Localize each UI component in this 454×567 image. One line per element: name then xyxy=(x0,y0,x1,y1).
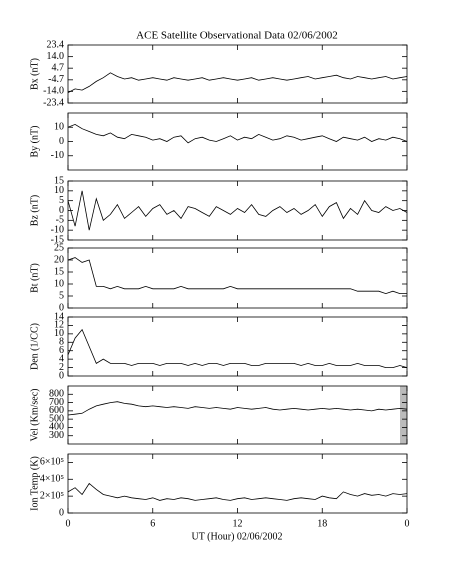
x-tick-label: 6 xyxy=(150,518,155,529)
y-tick-label: -14.0 xyxy=(43,86,64,97)
y-axis-label: Bx (nT) xyxy=(29,58,40,90)
y-tick-label: 4 xyxy=(59,353,64,364)
y-tick-label: 10 xyxy=(54,278,64,289)
y-tick-label: 10 xyxy=(54,122,64,133)
data-line xyxy=(67,482,408,501)
data-line xyxy=(67,72,408,93)
y-tick-label: 0 xyxy=(59,507,64,518)
data-line xyxy=(67,401,408,416)
y-axis-label: Bz (nT) xyxy=(29,195,40,226)
y-tick-label: 6×10⁵ xyxy=(40,457,64,468)
y-tick-label: 2 xyxy=(59,362,64,373)
y-tick-label: 15 xyxy=(54,266,64,277)
x-tick-label: 18 xyxy=(317,518,327,529)
data-line xyxy=(67,257,407,295)
data-line xyxy=(67,190,408,231)
y-tick-label: 400 xyxy=(49,422,64,433)
y-tick-label: 23.4 xyxy=(47,39,65,50)
y-tick-label: 600 xyxy=(49,405,64,416)
chart-title: ACE Satellite Observational Data 02/06/2… xyxy=(136,30,338,42)
y-tick-label: 8 xyxy=(59,337,64,348)
y-tick-label: 5 xyxy=(59,195,64,206)
y-tick-label: 4.7 xyxy=(52,62,65,73)
y-tick-label: -4.7 xyxy=(48,74,64,85)
y-axis-label: Den (1/CC) xyxy=(29,323,40,370)
y-tick-label: 10 xyxy=(54,185,64,196)
y-tick-label: 14 xyxy=(54,311,64,322)
y-axis-label: Bt (nT) xyxy=(29,263,40,293)
y-axis-label: Vel (Km/sec) xyxy=(29,388,40,441)
y-tick-label: 4×10⁵ xyxy=(40,474,64,485)
x-axis-label: UT (Hour) 02/06/2002 xyxy=(192,531,283,542)
data-line xyxy=(67,328,408,368)
y-tick-label: 20 xyxy=(54,254,64,265)
data-gap-shade xyxy=(400,386,407,444)
x-tick-label: 0 xyxy=(66,518,71,529)
data-line xyxy=(67,123,408,144)
y-tick-label: 0 xyxy=(59,205,64,216)
x-tick-label: 12 xyxy=(233,518,243,529)
y-tick-label: 2×10⁵ xyxy=(40,490,64,501)
y-tick-label: 6 xyxy=(59,345,64,356)
y-tick-label: 500 xyxy=(49,413,64,424)
y-tick-label: 700 xyxy=(49,397,64,408)
y-tick-label: 5 xyxy=(59,290,64,301)
y-tick-label: 14.0 xyxy=(47,51,65,62)
y-axis-label: By (nT) xyxy=(29,126,40,158)
y-tick-label: 25 xyxy=(54,242,64,253)
y-tick-label: 0 xyxy=(59,302,64,313)
y-tick-label: 300 xyxy=(49,430,64,441)
y-tick-label: -5 xyxy=(56,215,64,226)
y-tick-label: -10 xyxy=(51,150,64,161)
y-tick-label: -10 xyxy=(51,224,64,235)
x-tick-label: 0 xyxy=(405,518,410,529)
y-tick-label: 15 xyxy=(54,175,64,186)
y-axis-label: Ion Temp (K) xyxy=(29,456,40,511)
y-tick-label: 0 xyxy=(59,370,64,381)
y-tick-label: 0 xyxy=(59,136,64,147)
y-tick-label: 800 xyxy=(49,389,64,400)
y-tick-label: 10 xyxy=(54,328,64,339)
y-tick-label: -23.4 xyxy=(43,97,64,108)
y-tick-label: 12 xyxy=(54,320,64,331)
y-tick-label: -15 xyxy=(51,234,64,245)
